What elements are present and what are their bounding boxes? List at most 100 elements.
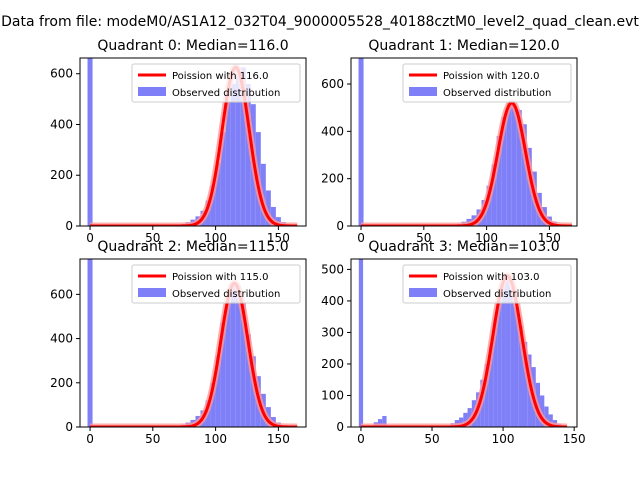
poisson-curve (89, 281, 299, 427)
histogram-bar (518, 326, 523, 427)
subplot-0: 0 50 100 150 0 200 400 600 Quadrant 0: Median=11… (50, 38, 307, 245)
histogram-bar (548, 414, 553, 427)
legend-line-label: Poission with 103.0 (443, 272, 539, 283)
histogram-bar (358, 58, 364, 226)
y-tick-label: 200 (50, 168, 73, 182)
legend-hist-swatch (409, 288, 437, 297)
x-tick-label: 50 (416, 231, 431, 245)
legend-line-label: Poission with 115.0 (172, 272, 268, 283)
histogram-bar (544, 406, 549, 427)
poisson-curve (360, 274, 568, 427)
histogram-bar (491, 164, 497, 226)
plot-area (87, 259, 301, 427)
histogram-bar (493, 319, 498, 427)
histogram-bar (210, 382, 216, 427)
panels-container: 0 50 100 150 0 200 400 600 Quadrant 0: Median=11… (50, 38, 586, 446)
x-tick-label: 100 (492, 432, 515, 446)
poisson-curve (89, 65, 299, 226)
legend-hist-swatch (138, 87, 166, 96)
legend-line-label: Poission with 116.0 (172, 71, 268, 82)
legend-hist-label: Observed distribution (172, 289, 280, 300)
histogram-bar (220, 323, 226, 427)
plot-area (358, 58, 575, 226)
legend-box (402, 63, 572, 103)
legend-hist-swatch (138, 288, 166, 297)
histogram-bar (250, 356, 256, 427)
histogram-bar (510, 288, 515, 427)
x-tick-label: 50 (424, 432, 439, 446)
histogram-bar (215, 356, 221, 427)
legend-box (131, 63, 301, 103)
histogram-bar (230, 283, 236, 427)
y-tick-label: 300 (321, 325, 344, 339)
x-tick-label: 100 (204, 432, 227, 446)
x-tick-label: 0 (357, 432, 365, 446)
histogram-bar (210, 185, 216, 226)
x-tick-label: 100 (475, 231, 498, 245)
histogram-bar (358, 259, 364, 427)
histogram-bar (235, 285, 241, 427)
y-tick-label: 100 (321, 388, 344, 402)
histogram-bar (378, 419, 383, 427)
y-tick-label: 600 (50, 287, 73, 301)
subplot-1: 0 50 100 150 0 200 400 600 Quadrant 1: Median=12… (321, 38, 578, 245)
subplot-title: Quadrant 0: Median=116.0 (97, 38, 288, 54)
histogram-bar (540, 395, 545, 427)
x-tick-label: 150 (538, 231, 561, 245)
y-tick-label: 400 (321, 294, 344, 308)
axes-frame (79, 258, 307, 428)
x-tick-label: 0 (86, 231, 94, 245)
x-tick-label: 50 (145, 432, 160, 446)
histogram-bar (459, 417, 464, 427)
y-tick-label: 200 (321, 172, 344, 186)
x-tick-label: 150 (563, 432, 586, 446)
histogram-bar (522, 341, 528, 427)
histogram-bar (235, 76, 241, 226)
axes-frame (79, 57, 307, 227)
subplot-2: 0 50 100 150 0 200 400 600 Quadrant 2: Median=11… (50, 239, 307, 446)
axes-frame (350, 258, 578, 428)
y-tick-label: 0 (336, 219, 344, 233)
histogram-bar (497, 300, 502, 427)
histogram-bar (496, 136, 502, 226)
legend-line-label: Poission with 120.0 (443, 71, 539, 82)
y-tick-label: 200 (50, 376, 73, 390)
subplot-3: 0 50 100 150 0 100 200 300 400 500 Quadrant 3: Med… (321, 239, 586, 446)
histogram-bar (484, 363, 489, 427)
x-tick-label: 0 (86, 432, 94, 446)
y-tick-label: 400 (50, 332, 73, 346)
histogram-bar (225, 303, 231, 427)
x-tick-label: 150 (267, 231, 290, 245)
plot-area (358, 259, 570, 427)
histogram-bar (245, 83, 251, 226)
histogram-bar (382, 415, 387, 427)
histogram-bar (220, 132, 226, 226)
subplot-title: Quadrant 2: Median=115.0 (97, 239, 288, 255)
histogram-bar (505, 275, 511, 427)
histogram-bar (87, 259, 93, 427)
legend-box (131, 264, 301, 304)
subplot-title: Quadrant 3: Median=103.0 (368, 239, 559, 255)
histogram-bar (225, 101, 231, 226)
histogram-bar (245, 334, 251, 427)
histogram-bar (488, 345, 494, 427)
histogram-bar (240, 67, 246, 226)
histogram-bar (514, 307, 519, 427)
y-tick-label: 0 (336, 420, 344, 434)
histogram-bar (215, 162, 221, 226)
y-tick-label: 400 (50, 117, 73, 131)
histogram-bar (511, 105, 517, 226)
x-tick-label: 100 (204, 231, 227, 245)
plot-area (87, 58, 301, 226)
poisson-curve (360, 101, 573, 226)
subplot-title: Quadrant 1: Median=120.0 (368, 38, 559, 54)
histogram-bar (521, 124, 527, 226)
y-tick-label: 200 (321, 357, 344, 371)
histogram-bar (516, 110, 522, 226)
histogram-bar (506, 102, 512, 226)
histogram-bar (463, 412, 468, 427)
y-tick-label: 600 (321, 77, 344, 91)
y-tick-label: 600 (50, 67, 73, 81)
legend-hist-swatch (409, 87, 437, 96)
